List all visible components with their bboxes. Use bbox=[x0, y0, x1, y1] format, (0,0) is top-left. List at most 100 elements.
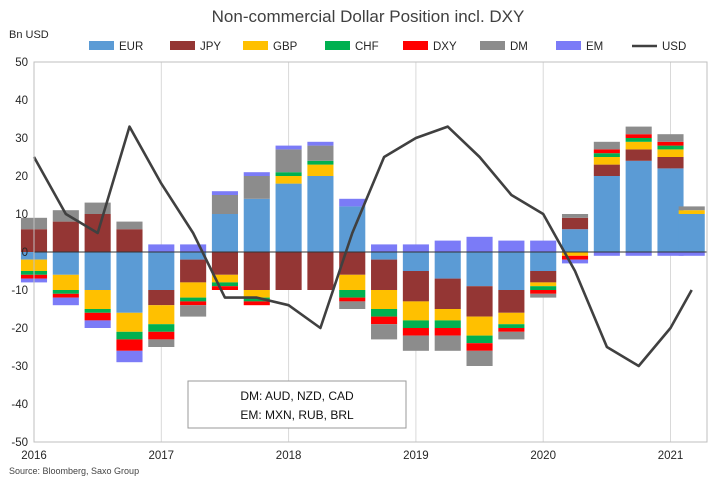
legend-swatch-eur bbox=[89, 41, 114, 50]
bar-segment-em bbox=[180, 244, 207, 252]
bar-segment-jpy bbox=[498, 290, 525, 313]
bar-segment-chf bbox=[211, 282, 238, 287]
legend-label-gbp: GBP bbox=[273, 41, 298, 53]
y-tick-label: -20 bbox=[11, 323, 28, 335]
bar-segment-jpy bbox=[180, 259, 207, 283]
bar-segment-gbp bbox=[657, 149, 684, 157]
legend-label-eur: EUR bbox=[119, 41, 143, 53]
bar-segment-eur bbox=[84, 252, 111, 290]
bar-segment-jpy bbox=[371, 259, 398, 290]
usd-line-group bbox=[32, 125, 693, 368]
bar-segment-dm bbox=[625, 126, 652, 135]
bar-segment-eur bbox=[530, 252, 557, 271]
bar-segment-dm bbox=[243, 176, 270, 199]
chart-title: Non-commercial Dollar Position incl. DXY bbox=[212, 7, 525, 26]
bar-segment-em bbox=[116, 350, 143, 363]
bar-segment-em bbox=[434, 240, 461, 252]
bar-segment-dxy bbox=[339, 297, 366, 302]
bar-segment-gbp bbox=[530, 282, 557, 287]
bar-segment-eur bbox=[180, 252, 207, 260]
bar-segment-chf bbox=[466, 335, 493, 344]
legend-swatch-dxy bbox=[403, 41, 428, 50]
legend-swatch-dm bbox=[480, 41, 505, 50]
bar-segment-dm bbox=[116, 221, 143, 230]
bar-segment-dxy bbox=[148, 331, 175, 340]
legend-label-dxy: DXY bbox=[433, 41, 457, 53]
legend-label-jpy: JPY bbox=[200, 41, 221, 53]
bar-segment-gbp bbox=[434, 309, 461, 321]
bar-segment-jpy bbox=[530, 271, 557, 283]
bar-segment-chf bbox=[243, 297, 270, 302]
bar-segment-dxy bbox=[498, 328, 525, 332]
x-axis-ticks: 2016 2017 2018 2019 2020 2021 bbox=[21, 450, 683, 462]
legend-swatch-jpy bbox=[170, 41, 195, 50]
x-tick-label: 2020 bbox=[530, 450, 556, 462]
bar-segment-em bbox=[52, 297, 79, 306]
annotation-line-dm: DM: AUD, NZD, CAD bbox=[240, 389, 354, 403]
bar-segment-chf bbox=[339, 290, 366, 298]
bar-segment-dm bbox=[678, 206, 705, 211]
bar-segment-dm bbox=[180, 305, 207, 317]
bar-segment-chf bbox=[116, 331, 143, 340]
bar-segment-jpy bbox=[402, 271, 429, 302]
bar-segment-gbp bbox=[275, 176, 302, 184]
bar-segment-dxy bbox=[211, 286, 238, 290]
legend-swatch-gbp bbox=[243, 41, 268, 50]
bar-segment-dm bbox=[498, 331, 525, 340]
y-axis-unit: Bn USD bbox=[9, 29, 49, 41]
bar-segment-chf bbox=[402, 320, 429, 328]
bar-segment-dm bbox=[52, 210, 79, 222]
bar-segment-jpy bbox=[243, 252, 270, 290]
bar-segment-gbp bbox=[593, 157, 620, 165]
bar-segment-gbp bbox=[243, 290, 270, 298]
bar-segment-em bbox=[530, 240, 557, 252]
bar-segment-jpy bbox=[593, 164, 620, 176]
annotation-line-em: EM: MXN, RUB, BRL bbox=[240, 408, 354, 422]
bar-segment-eur bbox=[243, 198, 270, 252]
bar-segment-eur bbox=[625, 160, 652, 252]
bar-segment-dxy bbox=[116, 339, 143, 351]
usd-line bbox=[32, 125, 693, 368]
bar-segment-gbp bbox=[625, 141, 652, 150]
x-tick-label: 2021 bbox=[658, 450, 684, 462]
bar-segment-eur bbox=[561, 229, 589, 252]
y-tick-label: 40 bbox=[15, 95, 28, 107]
bar-segment-em bbox=[498, 240, 525, 252]
bar-segment-chf bbox=[434, 320, 461, 328]
bar-segment-em bbox=[84, 320, 111, 328]
bar-segment-jpy bbox=[339, 252, 366, 275]
bar-segment-em bbox=[593, 252, 620, 256]
bar-segment-dm bbox=[339, 301, 366, 309]
plot-border bbox=[33, 61, 708, 443]
plot-frame bbox=[33, 61, 708, 443]
bar-segment-eur bbox=[434, 252, 461, 279]
bar-segment-jpy bbox=[275, 252, 302, 290]
bar-segment-gbp bbox=[498, 312, 525, 325]
stacked-bars bbox=[20, 126, 705, 366]
y-tick-label: -30 bbox=[11, 361, 28, 373]
bar-segment-dxy bbox=[180, 301, 207, 306]
bar-segment-eur bbox=[402, 252, 429, 271]
bar-segment-jpy bbox=[307, 252, 334, 290]
y-tick-label: 20 bbox=[15, 171, 28, 183]
bar-segment-dm bbox=[211, 195, 238, 214]
bar-segment-dm bbox=[466, 350, 493, 366]
bar-segment-eur bbox=[307, 176, 334, 252]
bar-segment-gbp bbox=[307, 164, 334, 176]
y-tick-label: 10 bbox=[15, 209, 28, 221]
annotation-box: DM: AUD, NZD, CAD EM: MXN, RUB, BRL bbox=[187, 380, 407, 429]
bar-segment-eur bbox=[148, 252, 175, 290]
legend-label-em: EM bbox=[586, 41, 603, 53]
bar-segment-jpy bbox=[116, 229, 143, 252]
bar-segment-gbp bbox=[52, 274, 79, 290]
y-tick-label: -10 bbox=[11, 285, 28, 297]
bar-segment-dm bbox=[434, 335, 461, 351]
bar-segment-gbp bbox=[116, 312, 143, 332]
bar-segment-eur bbox=[593, 176, 620, 252]
bar-segment-jpy bbox=[434, 278, 461, 309]
source-note: Source: Bloomberg, Saxo Group bbox=[9, 466, 139, 476]
bar-segment-eur bbox=[275, 183, 302, 252]
x-tick-label: 2016 bbox=[21, 450, 47, 462]
bar-segment-chf bbox=[530, 286, 557, 290]
